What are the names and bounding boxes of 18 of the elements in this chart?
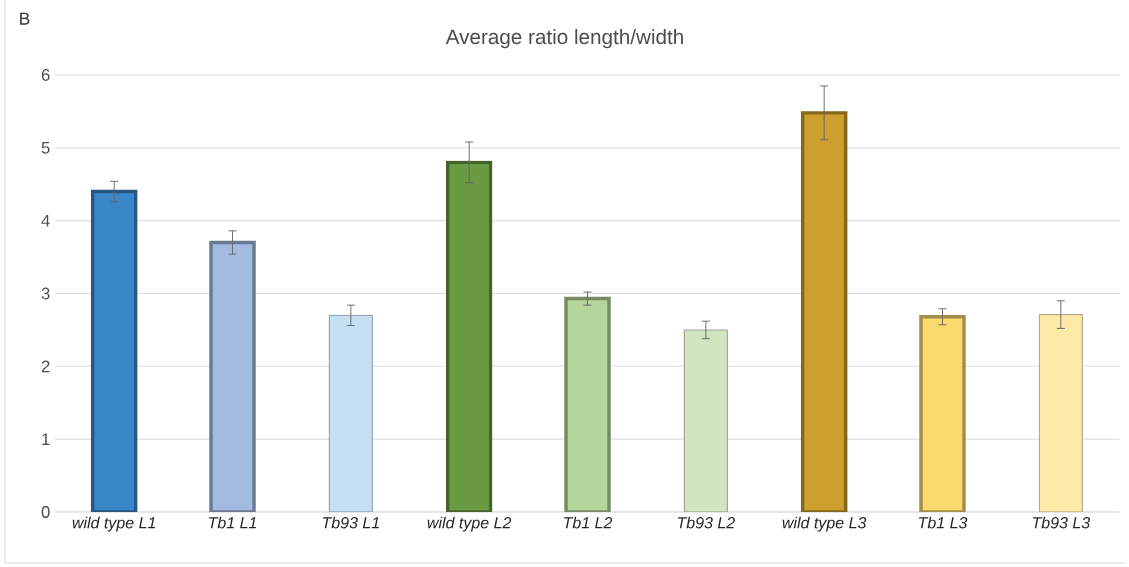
y-tick-label: 6 (41, 69, 50, 81)
y-tick-label: 5 (41, 142, 50, 154)
x-tick-label: wild type L2 (427, 516, 512, 532)
y-tick-label: 3 (41, 287, 50, 300)
y-tick-label: 2 (41, 360, 50, 373)
x-tick-label: Tb1 L1 (209, 516, 257, 529)
x-tick-label: wild type L3 (782, 516, 867, 532)
x-tick-label: wild type L1 (72, 516, 156, 532)
text: B (20, 12, 30, 25)
chart-title: Average ratio length/width (445, 29, 683, 49)
x-tick-label: Tb1 L2 (564, 516, 613, 529)
x-tick-label: Tb93 L3 (1032, 516, 1091, 529)
y-tick-label: 4 (41, 214, 50, 227)
x-tick-label: Tb93 L1 (322, 516, 379, 529)
x-tick-label: Tb93 L2 (677, 516, 735, 529)
x-tick-label: Tb1 L3 (919, 516, 968, 529)
y-tick-label: 1 (42, 433, 50, 445)
y-tick-label: 0 (41, 506, 50, 518)
